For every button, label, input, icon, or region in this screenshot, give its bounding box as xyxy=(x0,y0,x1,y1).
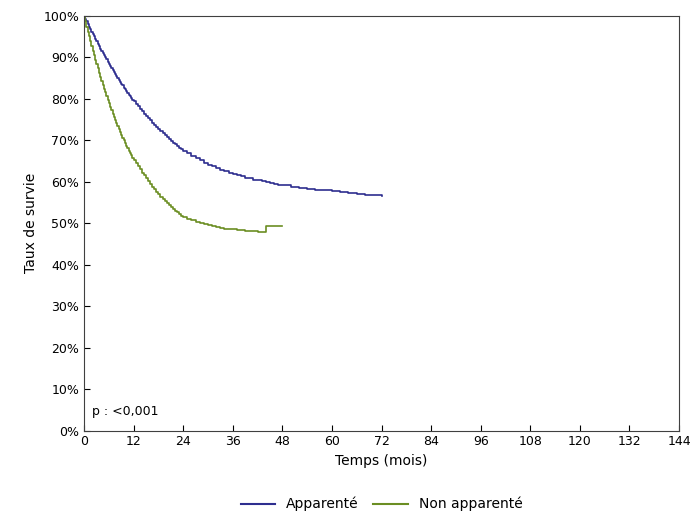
Legend: Apparenté, Non apparenté: Apparenté, Non apparenté xyxy=(235,491,528,517)
Non apparenté xyxy=(140,172,148,179)
Apparenté xyxy=(204,162,212,168)
Non apparenté xyxy=(93,65,102,71)
Line: Apparenté: Apparenté xyxy=(84,16,382,196)
Y-axis label: Taux de survie: Taux de survie xyxy=(24,173,38,273)
Non apparenté xyxy=(102,93,111,99)
Apparenté xyxy=(142,112,150,119)
Apparenté xyxy=(377,193,386,200)
Non apparenté xyxy=(80,13,88,19)
Non apparenté xyxy=(258,229,266,235)
Apparenté xyxy=(80,13,88,19)
Non apparenté xyxy=(91,57,99,63)
Apparenté xyxy=(225,170,233,176)
Apparenté xyxy=(171,141,179,148)
Text: p : <0,001: p : <0,001 xyxy=(92,405,159,418)
Non apparenté xyxy=(278,223,286,229)
Apparenté xyxy=(111,71,119,77)
X-axis label: Temps (mois): Temps (mois) xyxy=(335,454,428,468)
Apparenté xyxy=(88,31,97,37)
Line: Non apparenté: Non apparenté xyxy=(84,16,282,232)
Non apparenté xyxy=(122,142,130,149)
Non apparenté xyxy=(237,227,245,233)
